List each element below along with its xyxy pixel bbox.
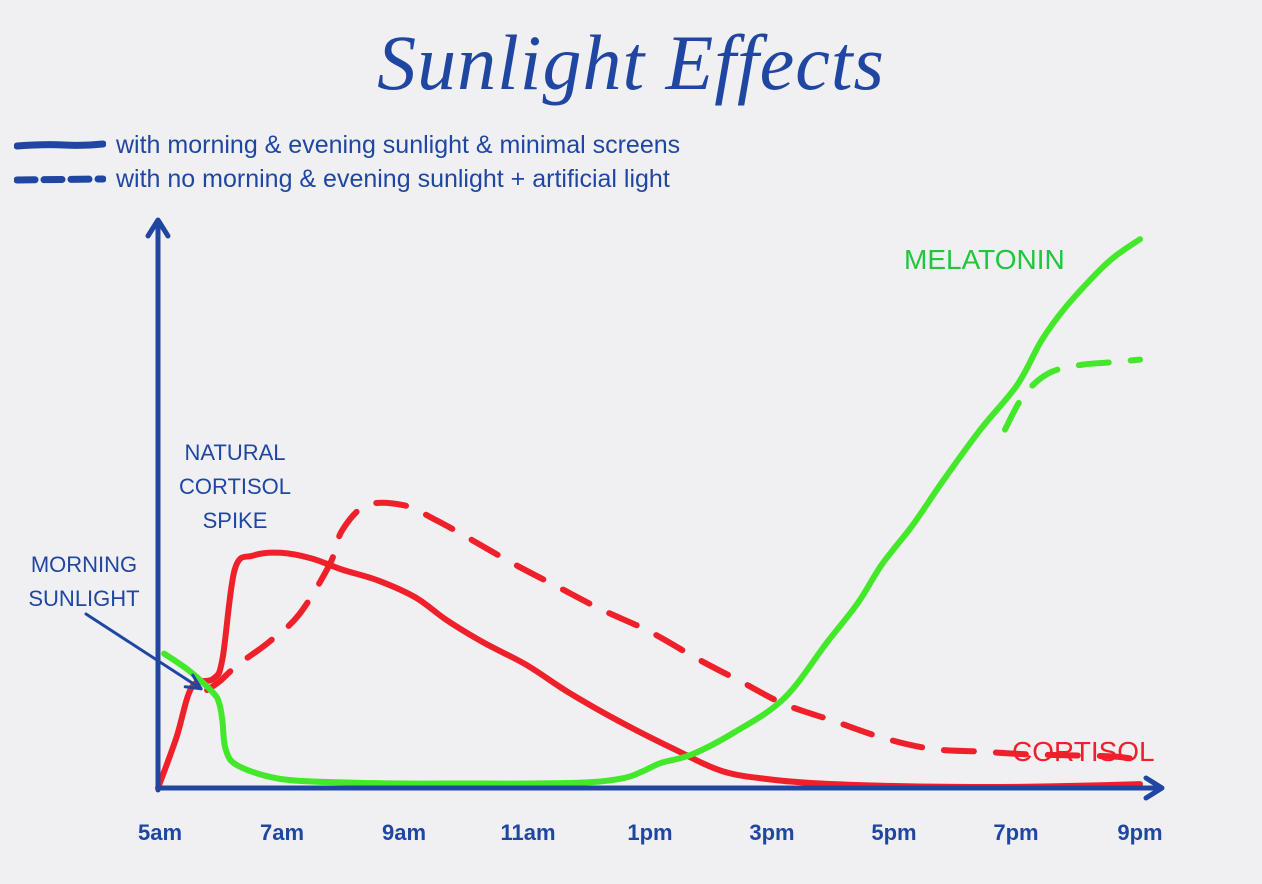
- x-tick-label: 9pm: [1117, 820, 1162, 845]
- x-tick-label: 5am: [138, 820, 182, 845]
- series-label-cortisol: CORTISOL: [1012, 736, 1155, 767]
- annotation-line: MORNING: [30, 552, 138, 577]
- legend-solid-line-icon: [14, 140, 106, 150]
- series-line-cortisol-dashed: [204, 499, 1143, 763]
- series-line-cortisol-solid: [155, 549, 1143, 791]
- annotation-line: SUNLIGHT: [28, 586, 140, 611]
- chart-title: Sunlight Effects: [377, 19, 885, 106]
- x-tick-label: 7pm: [993, 820, 1038, 845]
- legend-label-dashed: with no morning & evening sunlight + art…: [116, 164, 670, 193]
- x-axis-arrowhead: [1143, 775, 1165, 801]
- annotation-morning-sunlight: MORNING SUNLIGHT: [10, 548, 158, 616]
- series-label-melatonin: MELATONIN: [904, 244, 1065, 275]
- y-axis-arrowhead: [145, 217, 171, 239]
- legend-label-solid: with morning & evening sunlight & minima…: [116, 130, 681, 159]
- legend-item-dashed: with no morning & evening sunlight + art…: [14, 164, 670, 194]
- x-tick-label: 9am: [382, 820, 426, 845]
- annotation-arrow-line: [84, 612, 203, 691]
- x-tick-label: 1pm: [627, 820, 672, 845]
- annotation-line: SPIKE: [202, 508, 268, 533]
- annotation-line: NATURAL: [184, 440, 286, 465]
- legend-dashed-line-icon: [14, 175, 106, 184]
- x-tick-label: 7am: [260, 820, 304, 845]
- series-line-melatonin-solid: [161, 236, 1143, 787]
- x-tick-label: 11am: [500, 820, 555, 845]
- annotation-natural-cortisol-spike: NATURAL CORTISOL SPIKE: [160, 436, 310, 538]
- x-tick-label: 3pm: [749, 820, 794, 845]
- annotation-arrowhead: [183, 673, 203, 691]
- legend-item-solid: with morning & evening sunlight & minima…: [14, 130, 680, 160]
- x-tick-label: 5pm: [871, 820, 916, 845]
- annotation-line: CORTISOL: [178, 474, 292, 499]
